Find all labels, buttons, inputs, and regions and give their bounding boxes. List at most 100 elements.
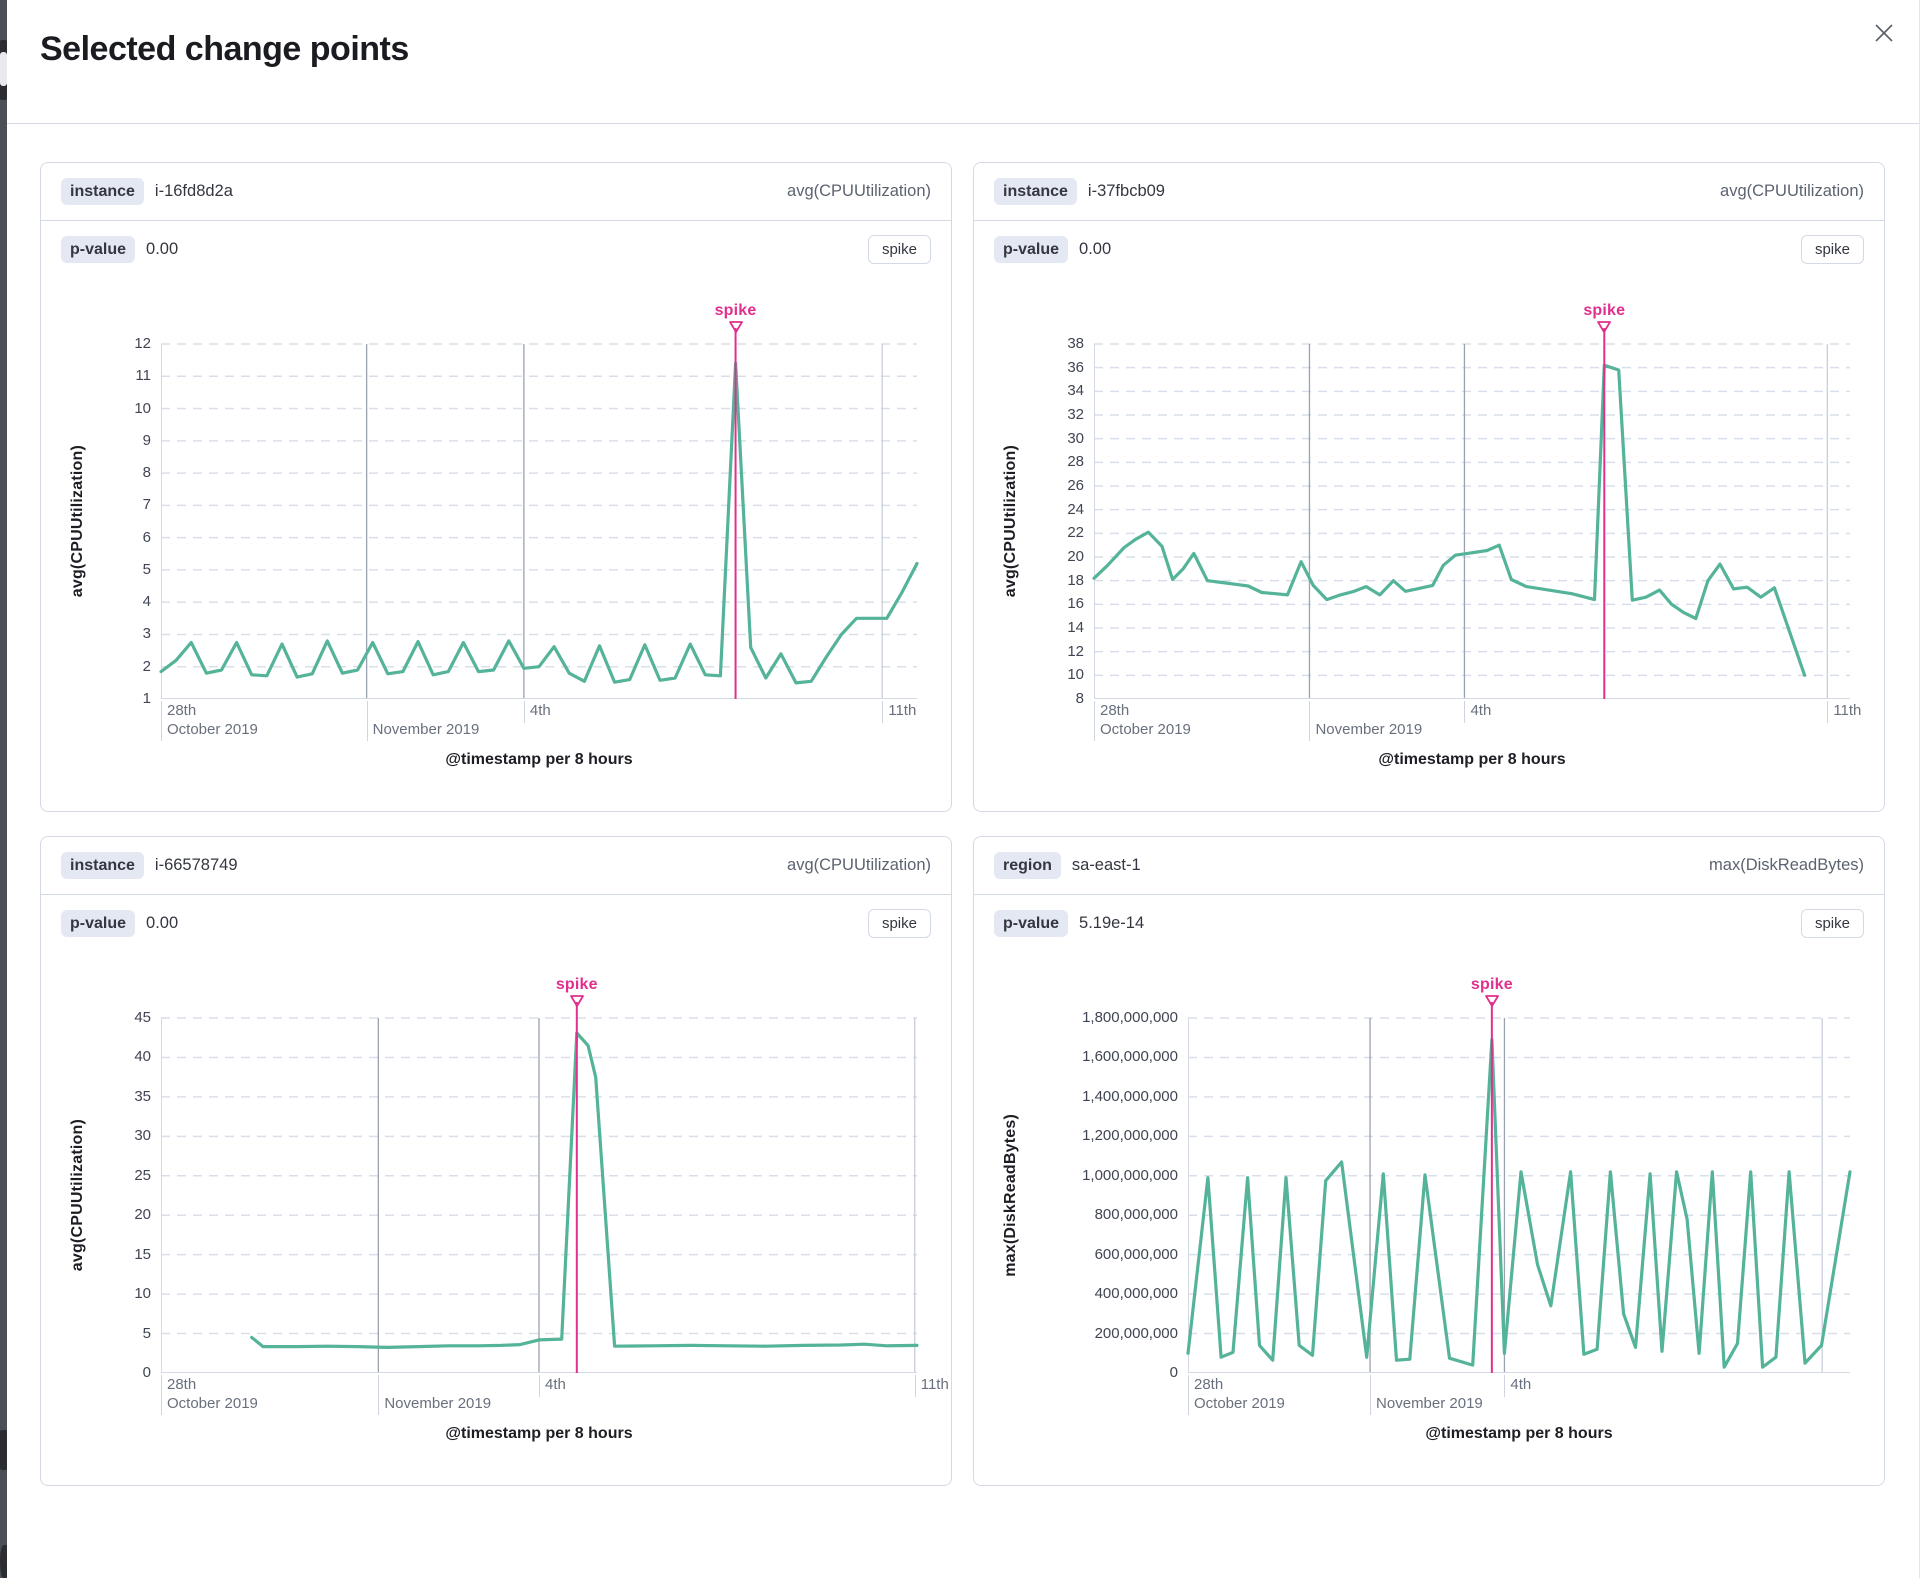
plot-area[interactable]	[159, 328, 919, 699]
x-tick-label: 4th	[523, 701, 551, 723]
x-tick-label: November 2019	[1370, 1375, 1483, 1415]
x-tick-label: November 2019	[378, 1375, 491, 1415]
p-value-number: 0.00	[146, 913, 179, 932]
split-field-badge: instance	[994, 178, 1077, 205]
y-tick-label: 10	[134, 1285, 151, 1303]
chart[interactable]: avg(CPUUtilization) 45 40 35 30 25 20 15 10 5 0 s…	[41, 951, 951, 1487]
y-tick-label: 200,000,000	[1094, 1324, 1178, 1342]
y-axis-title: avg(CPUUtilization)	[1002, 445, 1019, 598]
spike-annotation: spike	[161, 976, 917, 1018]
metric-label: avg(CPUUtilization)	[1720, 182, 1864, 200]
selected-change-points-modal: Selected change points instance i-16fd8d…	[7, 0, 1920, 1578]
panel-header-row: instance i-16fd8d2a avg(CPUUtilization)	[41, 163, 951, 221]
x-tick-day: 28th	[1100, 702, 1130, 719]
panel-header-row: region sa-east-1 max(DiskReadBytes)	[974, 837, 1884, 895]
change-point-type-badge: spike	[867, 908, 931, 938]
p-value-badge: p-value	[61, 235, 136, 263]
y-tick-label: 24	[1067, 500, 1084, 518]
x-tick-day	[373, 701, 480, 720]
close-icon	[1875, 24, 1893, 42]
y-tick-label: 10	[1067, 666, 1084, 684]
split-field-value: i-66578749	[154, 856, 238, 874]
x-tick-label: November 2019	[366, 701, 480, 741]
x-tick-label: 28th October 2019	[1188, 1375, 1285, 1415]
x-tick-label: 4th	[539, 1375, 566, 1397]
x-tick-month: November 2019	[372, 721, 480, 738]
spike-annotation-label: spike	[1470, 976, 1513, 993]
plot-area[interactable]	[161, 1002, 919, 1373]
x-axis-tick-labels: 28th October 2019 November 2019 4th 11th	[161, 1373, 949, 1417]
y-tick-label: 25	[134, 1166, 151, 1184]
split-field-badge: instance	[61, 852, 144, 879]
y-tick-label: 36	[1067, 358, 1084, 376]
change-point-type-badge: spike	[1800, 234, 1864, 264]
spike-annotation: spike	[1188, 976, 1850, 1018]
x-tick-month: October 2019	[1100, 721, 1191, 738]
change-point-panel: instance i-16fd8d2a avg(CPUUtilization) …	[40, 162, 952, 812]
metric-label: max(DiskReadBytes)	[1709, 856, 1864, 874]
spike-marker-triangle-icon	[1484, 995, 1499, 1007]
x-tick-label: November 2019	[1309, 701, 1422, 741]
y-axis-title: avg(CPUUtilization)	[69, 445, 86, 598]
y-tick-label: 400,000,000	[1094, 1285, 1178, 1303]
split-field-badge: region	[994, 852, 1061, 879]
x-tick-label: 4th	[1504, 1375, 1531, 1397]
panel-header-row: instance i-66578749 avg(CPUUtilization)	[41, 837, 951, 895]
background-app-edge	[0, 0, 7, 1578]
y-tick-label: 9	[142, 431, 151, 449]
y-axis-tick-labels: 1,800,000,000 1,600,000,000 1,400,000,000 1…	[1034, 1009, 1178, 1381]
y-axis-tick-labels: 38 36 34 32 30 28 26 24 22 20 18 16 14 12 10 8	[1034, 335, 1084, 707]
spike-annotation: spike	[161, 302, 917, 344]
y-tick-label: 1,600,000,000	[1082, 1048, 1178, 1066]
spike-annotation-label: spike	[714, 302, 757, 319]
x-tick-month: October 2019	[167, 721, 258, 738]
panel-header-row: instance i-37fbcb09 avg(CPUUtilization)	[974, 163, 1884, 221]
x-tick-label: 28th October 2019	[161, 1375, 258, 1415]
x-tick-label: 11th	[914, 1375, 949, 1397]
x-tick-day: 28th	[167, 1376, 197, 1393]
close-button[interactable]	[1867, 16, 1901, 50]
y-tick-label: 12	[134, 335, 151, 352]
p-value-badge: p-value	[994, 235, 1069, 263]
x-axis-tick-labels: 28th October 2019 November 2019 4th	[1188, 1373, 1850, 1417]
modal-title: Selected change points	[40, 30, 409, 68]
y-tick-label: 5	[142, 560, 151, 578]
y-tick-label: 1,200,000,000	[1082, 1127, 1178, 1145]
x-axis-title: @timestamp per 8 hours	[1425, 1425, 1613, 1442]
y-tick-label: 26	[1067, 477, 1084, 494]
x-tick-day: 28th	[1194, 1376, 1224, 1393]
change-point-panel: instance i-66578749 avg(CPUUtilization) …	[40, 836, 952, 1486]
x-axis-tick-labels: 28th October 2019 November 2019 4th 11th	[161, 699, 917, 743]
p-value-badge: p-value	[61, 909, 136, 937]
y-tick-label: 600,000,000	[1094, 1245, 1178, 1263]
y-tick-label: 10	[134, 399, 151, 417]
y-tick-label: 30	[1067, 429, 1084, 447]
x-axis-title: @timestamp per 8 hours	[445, 1425, 633, 1442]
y-tick-label: 22	[1067, 524, 1084, 542]
spike-marker-triangle-icon	[728, 321, 743, 333]
x-tick-month: November 2019	[1315, 721, 1423, 738]
chart[interactable]: max(DiskReadBytes) 1,800,000,000 1,600,00…	[974, 951, 1884, 1487]
x-tick-label: 11th	[882, 701, 916, 723]
p-value-number: 0.00	[146, 239, 179, 258]
x-tick-label: 28th October 2019	[161, 701, 258, 741]
x-tick-label: 11th	[1827, 701, 1861, 723]
plot-area[interactable]	[1092, 328, 1850, 699]
y-tick-label: 20	[134, 1206, 151, 1224]
y-axis-title: avg(CPUUtilization)	[69, 1119, 86, 1272]
metric-label: avg(CPUUtilization)	[787, 856, 931, 874]
y-axis-tick-labels: 45 40 35 30 25 20 15 10 5 0	[101, 1009, 151, 1381]
spike-annotation-label: spike	[1583, 302, 1626, 319]
y-tick-label: 32	[1067, 406, 1084, 423]
panel-subheader-row: p-value 0.00 spike	[41, 221, 951, 277]
chart[interactable]: avg(CPUUtilization) 12 11 10 9 8 7 6 5 4 3 2 1 spik…	[41, 277, 951, 813]
plot-area[interactable]	[1186, 1002, 1852, 1373]
change-point-type-badge: spike	[867, 234, 931, 264]
x-tick-label: 4th	[1464, 701, 1491, 723]
y-tick-label: 34	[1067, 382, 1084, 400]
background-app-fragment	[0, 1545, 7, 1578]
x-tick-day: 4th	[1470, 702, 1492, 719]
spike-annotation: spike	[1094, 302, 1850, 344]
panel-subheader-row: p-value 5.19e-14 spike	[974, 895, 1884, 951]
chart[interactable]: avg(CPUUtilization) 38 36 34 32 30 28 26 24 22 20…	[974, 277, 1884, 813]
